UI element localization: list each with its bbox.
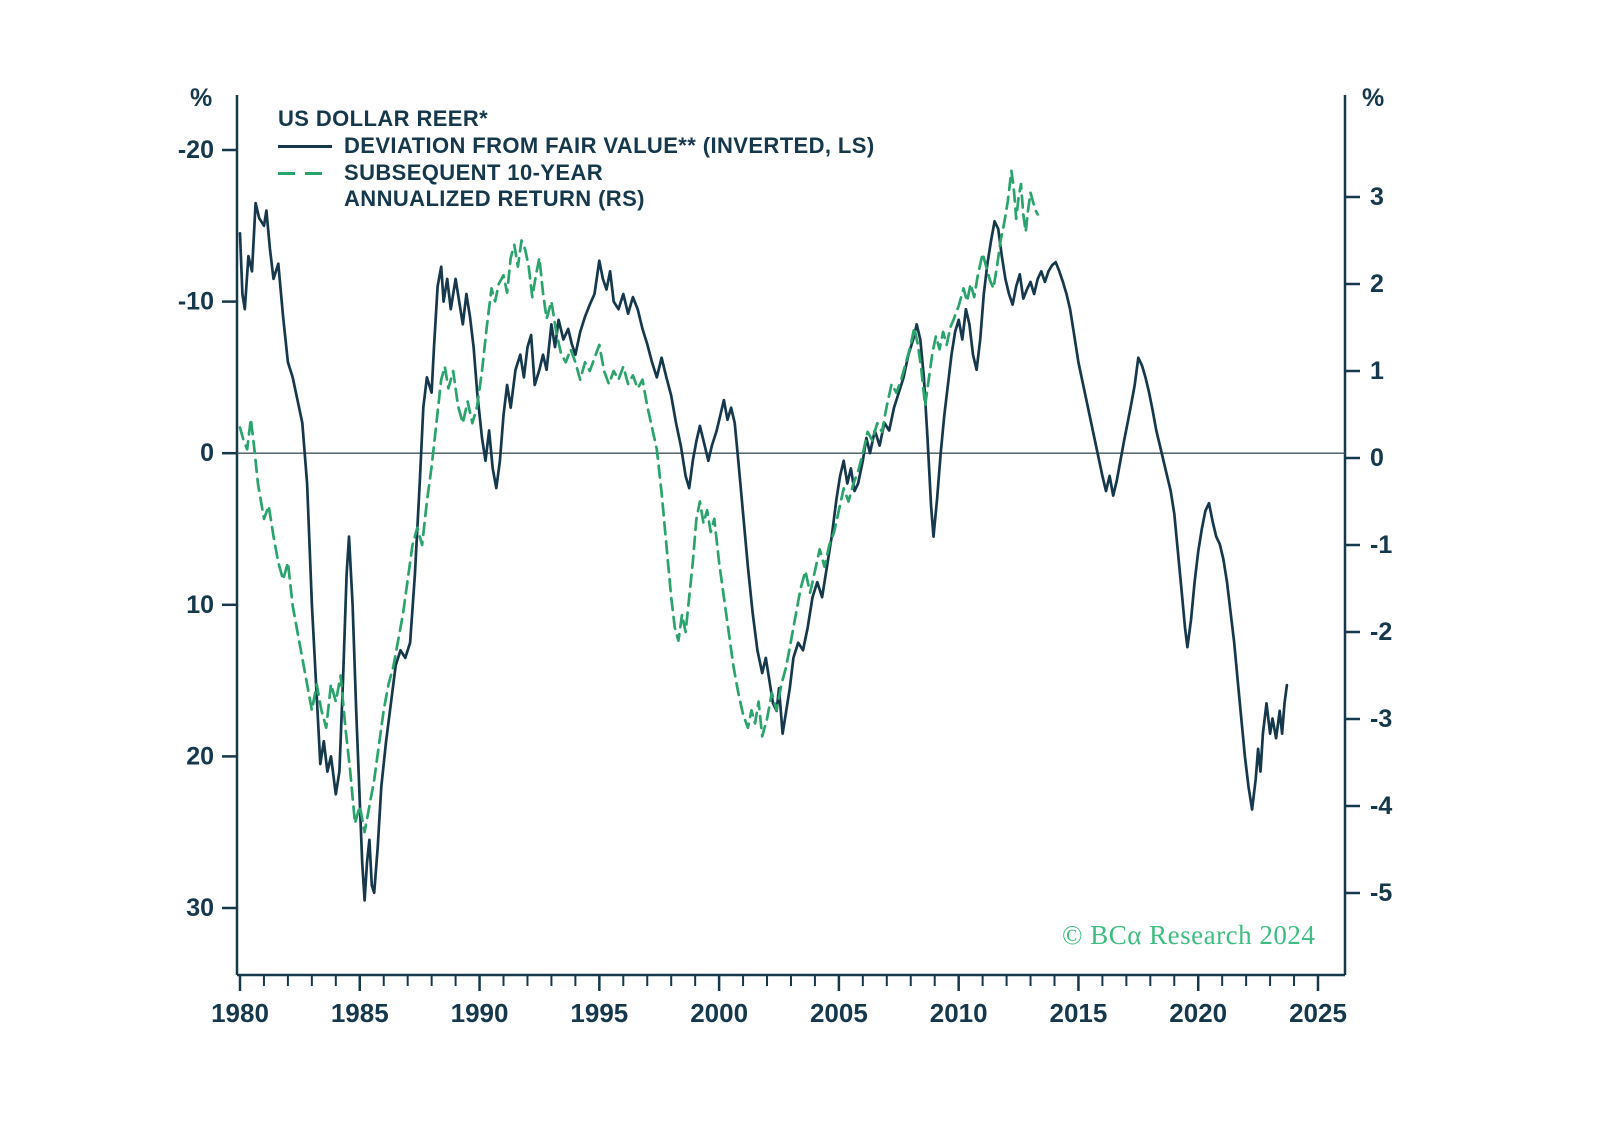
legend: US DOLLAR REER* DEVIATION FROM FAIR VALU… [278, 106, 875, 213]
legend-label-series1: DEVIATION FROM FAIR VALUE** (INVERTED, L… [344, 132, 875, 158]
solid-line-swatch [278, 144, 332, 148]
x-axis-tick-label: 2025 [1289, 998, 1347, 1028]
right-axis-tick-label: 0 [1370, 444, 1384, 472]
x-axis-tick-label: 2020 [1169, 998, 1227, 1028]
right-axis-tick-label: 3 [1370, 183, 1384, 211]
copyright-notice: © BCα Research 2024 [1062, 920, 1316, 950]
dashed-line-swatch [278, 171, 332, 175]
legend-label-series2-line2: ANNUALIZED RETURN (RS) [344, 186, 645, 212]
left-axis-tick-label: 10 [186, 591, 214, 619]
chart-title: US DOLLAR REER* [278, 106, 489, 131]
right-axis-tick-label: -3 [1370, 705, 1392, 733]
right-axis-unit-label: % [1362, 84, 1385, 112]
left-axis-unit-label: % [190, 84, 213, 112]
left-axis-tick-label: 0 [200, 439, 214, 467]
x-axis-tick-label: 2000 [690, 998, 748, 1028]
legend-row-series1: DEVIATION FROM FAIR VALUE** (INVERTED, L… [278, 133, 875, 160]
legend-label-series2-line1: SUBSEQUENT 10-YEAR [344, 159, 604, 185]
x-axis-tick-label: 1985 [331, 998, 389, 1028]
left-axis-tick-label: 30 [186, 894, 214, 922]
left-axis-tick-label: 20 [186, 742, 214, 770]
legend-row-series2-cont: ANNUALIZED RETURN (RS) [344, 186, 875, 213]
right-axis-tick-label: -2 [1370, 618, 1392, 646]
right-axis-tick-label: 1 [1370, 357, 1384, 385]
x-axis-tick-label: 2010 [930, 998, 988, 1028]
left-axis-tick-label: -20 [178, 136, 214, 164]
legend-row-series2: SUBSEQUENT 10-YEAR [278, 160, 875, 187]
right-axis-tick-label: -5 [1370, 879, 1392, 907]
series-line-deviation [238, 201, 1289, 902]
x-axis-tick-label: 2005 [810, 998, 868, 1028]
right-axis-tick-label: -1 [1370, 531, 1392, 559]
right-axis-tick-label: -4 [1370, 792, 1392, 820]
x-axis-tick-label: 2015 [1050, 998, 1108, 1028]
x-axis-tick-label: 1995 [570, 998, 628, 1028]
series-line-return [238, 169, 1040, 834]
x-axis-tick-label: 1980 [211, 998, 269, 1028]
x-axis-tick-label: 1990 [451, 998, 509, 1028]
right-axis-tick-label: 2 [1370, 270, 1384, 298]
left-axis-tick-label: -10 [178, 288, 214, 316]
